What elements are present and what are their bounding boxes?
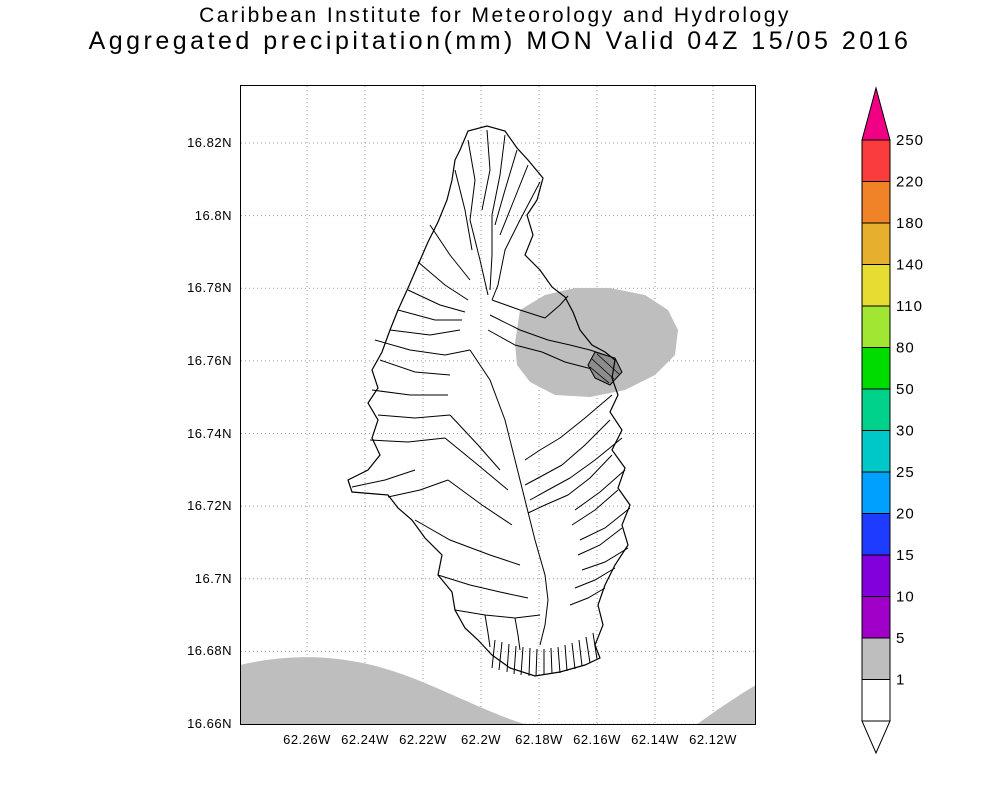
colorbar-tick-label: 25 bbox=[896, 464, 915, 481]
colorbar-band bbox=[861, 554, 891, 597]
grid bbox=[241, 86, 755, 725]
lat-tick-label: 16.72N bbox=[187, 498, 232, 514]
colorbar-tick-label: 140 bbox=[896, 257, 924, 274]
lat-tick-label: 16.7N bbox=[194, 570, 232, 586]
colorbar-band bbox=[861, 264, 891, 307]
coastal-stream-fringe bbox=[491, 632, 598, 677]
lat-tick-label: 16.68N bbox=[187, 643, 232, 659]
colorbar-band bbox=[861, 679, 891, 722]
lat-tick-label: 16.66N bbox=[187, 716, 232, 731]
colorbar-tick-label: 1 bbox=[896, 672, 905, 689]
colorbar-tick-label: 10 bbox=[896, 589, 915, 606]
lon-tick-label: 62.24W bbox=[341, 732, 389, 747]
colorbar-arrow-top bbox=[861, 86, 891, 141]
colorbar-band bbox=[861, 305, 891, 348]
colorbar-tick-label: 80 bbox=[896, 340, 915, 357]
lon-tick-label: 62.16W bbox=[573, 732, 621, 747]
lat-tick-label: 16.8N bbox=[194, 207, 232, 223]
page-title: Caribbean Institute for Meteorology and … bbox=[199, 4, 791, 27]
precip-region-northeast bbox=[515, 288, 678, 397]
colorbar-tick-label: 5 bbox=[896, 630, 905, 647]
map-plot bbox=[240, 85, 756, 725]
dark-subcatchment-hatch bbox=[589, 353, 620, 384]
plot-frame bbox=[240, 85, 756, 725]
lon-tick-label: 62.22W bbox=[399, 732, 447, 747]
lat-tick-label: 16.74N bbox=[187, 425, 232, 441]
colorbar-band bbox=[861, 596, 891, 639]
colorbar-band bbox=[861, 139, 891, 182]
lon-tick-label: 62.2W bbox=[460, 732, 502, 747]
lon-tick-label: 62.14W bbox=[631, 732, 679, 747]
lat-tick-label: 16.76N bbox=[187, 352, 232, 368]
island-outline bbox=[347, 125, 631, 677]
colorbar-band bbox=[861, 181, 891, 224]
colorbar-tick-label: 50 bbox=[896, 381, 915, 398]
colorbar-band bbox=[861, 430, 891, 473]
precip-region-southwest bbox=[240, 657, 528, 725]
colorbar-band bbox=[861, 637, 891, 680]
colorbar-tick-label: 250 bbox=[896, 132, 924, 149]
drainage-network bbox=[351, 129, 631, 651]
lon-tick-label: 62.18W bbox=[515, 732, 563, 747]
lat-tick-label: 16.82N bbox=[187, 135, 232, 150]
lat-tick-label: 16.78N bbox=[187, 280, 232, 296]
colorbar-tick-label: 110 bbox=[896, 298, 923, 315]
colorbar-tick-label: 180 bbox=[896, 215, 924, 232]
chart-subtitle: Aggregated precipitation(mm) MON Valid 0… bbox=[88, 27, 912, 55]
colorbar-band bbox=[861, 513, 891, 556]
colorbar-tick-label: 30 bbox=[896, 423, 915, 440]
colorbar-tick-label: 20 bbox=[896, 506, 915, 523]
colorbar: 250 220 180 140 110 80 50 30 25 20 15 10 5 1 bbox=[861, 86, 924, 755]
precip-region-southeast bbox=[696, 685, 756, 725]
colorbar-arrow-bottom bbox=[861, 720, 891, 755]
colorbar-tick-label: 15 bbox=[896, 547, 915, 564]
colorbar-tick-label: 220 bbox=[896, 174, 924, 191]
shaded-precipitation-layer bbox=[240, 288, 756, 725]
colorbar-band bbox=[861, 347, 891, 390]
lon-tick-label: 62.26W bbox=[283, 732, 331, 747]
lon-tick-label: 62.12W bbox=[689, 732, 737, 747]
colorbar-band bbox=[861, 388, 891, 431]
colorbar-band bbox=[861, 222, 891, 265]
colorbar-band bbox=[861, 471, 891, 514]
dark-subcatchment bbox=[587, 351, 623, 386]
